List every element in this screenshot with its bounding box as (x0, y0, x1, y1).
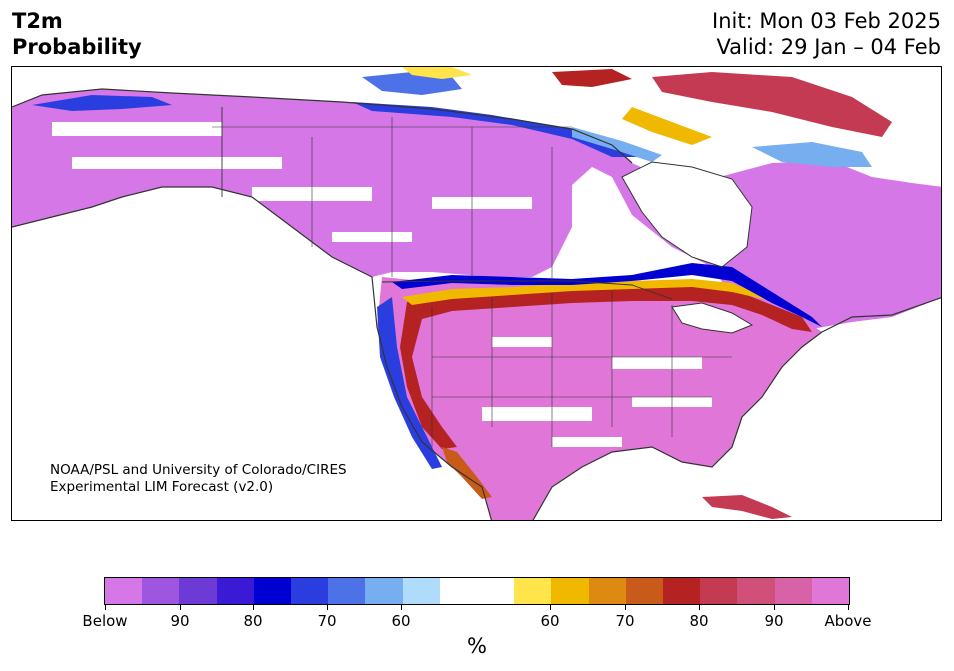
colorbar-tick-mark (625, 605, 626, 610)
land-canada-alaska (12, 89, 941, 332)
white-band (52, 122, 222, 136)
white-band (72, 157, 282, 169)
init-date: Init: Mon 03 Feb 2025 (712, 9, 941, 33)
colorbar-swatch (439, 578, 478, 604)
coastline (12, 88, 633, 164)
coastline (532, 297, 941, 520)
border-us-canada (381, 280, 673, 300)
white-band (432, 197, 532, 209)
baffin-warm (552, 69, 632, 87)
coastline (12, 186, 493, 520)
greenland-warm-edge (622, 107, 712, 145)
colorbar-swatch (700, 578, 738, 604)
colorbar-swatch (216, 578, 254, 604)
colorbar-tick-mark (180, 605, 181, 610)
white-band (552, 437, 622, 447)
colorbar-swatch (625, 578, 664, 604)
white-band (492, 337, 552, 347)
colorbar (104, 577, 850, 605)
colorbar-tick-mark (253, 605, 254, 610)
valid-range: Valid: 29 Jan – 04 Feb (716, 35, 941, 59)
colorbar-tick-mark (848, 605, 849, 610)
land-usa (377, 277, 822, 520)
colorbar-tick-label: 70 (317, 612, 337, 630)
colorbar-swatch (811, 578, 850, 604)
map-canvas (12, 67, 941, 520)
forecast-dates: Init: Mon 03 Feb 2025 Valid: 29 Jan – 04… (712, 8, 941, 60)
arctic-island-warm (402, 67, 472, 79)
credit-line-1: NOAA/PSL and University of Colorado/CIRE… (50, 462, 347, 478)
colorbar-tick-label: 80 (243, 612, 263, 630)
colorbar-tick-label: 60 (540, 612, 560, 630)
state-line (431, 291, 732, 447)
cold-band-west (377, 297, 442, 469)
greenland-cold (752, 142, 872, 167)
colorbar-unit: % (467, 634, 487, 658)
warm-band-edge (402, 279, 802, 311)
colorbar-tick-label: 70 (615, 612, 635, 630)
colorbar-swatch (291, 578, 329, 604)
cold-band-central (392, 263, 822, 327)
cold-band-north-light (572, 127, 662, 162)
colorbar-tick-label: Below (82, 612, 128, 630)
greenland-warm (652, 72, 892, 137)
colorbar-tick-mark (401, 605, 402, 610)
alaska-coast-cold (32, 95, 172, 111)
colorbar-tick-label: 90 (764, 612, 784, 630)
province-line (212, 117, 572, 281)
colorbar-tick-mark (699, 605, 700, 610)
white-band (332, 232, 412, 242)
colorbar-swatch (105, 578, 143, 604)
colorbar-swatch (365, 578, 403, 604)
map-title: T2m Probability (12, 8, 142, 60)
hudson-coast (621, 161, 753, 268)
colorbar-tick-label: 90 (170, 612, 190, 630)
title-product: Probability (12, 35, 142, 59)
colorbar-swatch (253, 578, 292, 604)
colorbar-tick-label: 80 (689, 612, 709, 630)
credit-text: NOAA/PSL and University of Colorado/CIRE… (50, 462, 347, 496)
colorbar-swatch (142, 578, 180, 604)
colorbar-tick-mark (774, 605, 775, 610)
hudson-bay (622, 162, 752, 267)
colorbar-swatch (663, 578, 701, 604)
colorbar-tick-label: Above (824, 612, 872, 630)
colorbar-tick-label: 60 (391, 612, 411, 630)
colorbar-tick-mark (327, 605, 328, 610)
colorbar-swatch (514, 578, 552, 604)
colorbar-swatch (774, 578, 812, 604)
credit-line-2: Experimental LIM Forecast (v2.0) (50, 479, 274, 495)
great-lakes (671, 302, 754, 334)
white-band (612, 357, 702, 369)
colorbar-tick-mark (105, 605, 106, 610)
colorbar-swatch (179, 578, 217, 604)
colorbar-swatch (402, 578, 440, 604)
colorbar-swatch (737, 578, 775, 604)
cold-band-north (352, 102, 642, 157)
title-variable: T2m (12, 9, 63, 33)
colorbar-swatch (588, 578, 626, 604)
map-panel: NOAA/PSL and University of Colorado/CIRE… (11, 66, 942, 521)
caribbean-warm (702, 495, 792, 519)
colorbar-swatch (551, 578, 589, 604)
white-band (482, 407, 592, 421)
colorbar-swatch (477, 578, 515, 604)
warm-band (400, 285, 812, 449)
colorbar-swatch (328, 578, 366, 604)
colorbar-tick-mark (550, 605, 551, 610)
